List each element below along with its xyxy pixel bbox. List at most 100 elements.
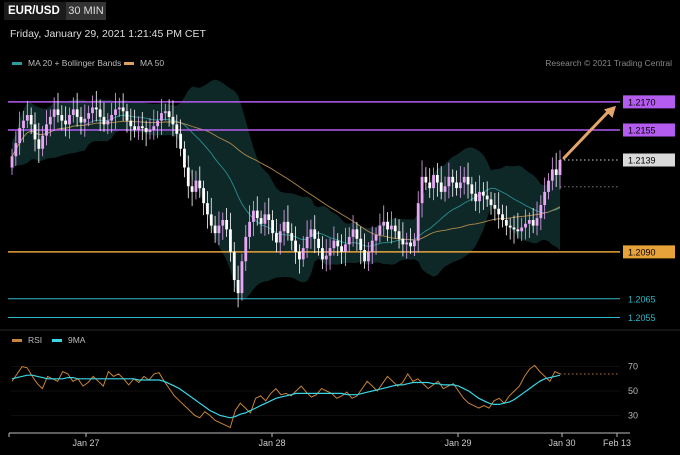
legend-ma20-bollinger: MA 20 + Bollinger Bands [12, 58, 121, 68]
candle-body [217, 225, 221, 234]
time-tick-label: Jan 29 [444, 438, 471, 448]
candle-body [363, 250, 366, 262]
interval-button[interactable]: 30 MIN [66, 2, 106, 20]
candle-body [263, 214, 267, 224]
legend-rsi-label: RSI [28, 335, 43, 345]
candle-body [18, 128, 22, 144]
candle-body [474, 193, 478, 202]
candle-body [336, 240, 340, 247]
candle-body [271, 220, 274, 234]
candle-body [98, 109, 102, 117]
candle-body [156, 120, 160, 127]
candle-body [447, 176, 451, 187]
candle-body [209, 214, 213, 226]
rsi-9ma-line [11, 374, 561, 419]
datetime-label: Friday, January 29, 2021 1:21:45 PM CET [10, 28, 206, 40]
candle-body [45, 124, 48, 136]
candle-body [206, 203, 209, 215]
candle-body [539, 205, 543, 219]
candle-body [305, 236, 309, 249]
time-tick-label: Jan 28 [258, 438, 285, 448]
candle-body [497, 208, 501, 215]
candle-body [282, 221, 286, 232]
candle-body [286, 221, 290, 234]
candle-body [543, 191, 547, 205]
candle-body [359, 238, 363, 250]
candle-body [301, 248, 305, 260]
candle-body [267, 214, 271, 220]
candle-body [386, 221, 389, 230]
candle-body [512, 227, 516, 230]
candle-body [290, 233, 294, 241]
candle-body [14, 143, 18, 157]
legend-9ma-label: 9MA [68, 335, 86, 345]
candle-body [389, 225, 393, 230]
candle-body [198, 180, 202, 189]
candle-body [524, 223, 527, 228]
candle-body [405, 242, 409, 245]
candle-body [397, 231, 401, 239]
price-label-1.2170: 1.2170 [628, 97, 656, 107]
candle-body [94, 107, 98, 110]
candle-body [183, 148, 186, 168]
candle-body [186, 167, 190, 187]
candle-body [309, 229, 313, 237]
candle-body [485, 195, 489, 200]
candle-body [420, 176, 424, 204]
candle-body [125, 111, 129, 121]
rsi-tick-30: 30 [628, 410, 638, 420]
candle-body [516, 229, 520, 232]
legend-9ma: 9MA [52, 335, 85, 345]
candle-body [140, 126, 144, 129]
price-label-bg-1.2090 [623, 245, 675, 259]
candle-body [382, 221, 386, 226]
candle-body [470, 184, 474, 194]
candle-body [347, 236, 351, 245]
candle-body [504, 220, 508, 226]
candle-body [202, 188, 206, 204]
candle-body [432, 175, 435, 189]
candle-body [133, 126, 137, 130]
candle-body [321, 248, 324, 260]
candle-body [508, 225, 512, 228]
candle-body [355, 229, 359, 239]
candle-body [313, 229, 317, 239]
time-tick-label: Jan 30 [548, 438, 575, 448]
forecast-arrow-head [604, 105, 616, 118]
candle-body [401, 238, 405, 245]
candle-body [229, 229, 232, 252]
rsi-panel: 70 50 30 [0, 329, 680, 429]
candle-body [52, 109, 56, 117]
candle-body [547, 180, 550, 192]
candle-body [137, 126, 140, 130]
candle-body [324, 255, 328, 260]
candle-body [393, 225, 397, 232]
candle-body [558, 160, 562, 175]
candle-body [225, 220, 229, 230]
legend-rsi-swatch [12, 338, 22, 342]
candle-body [451, 176, 455, 183]
candle-body [298, 251, 301, 260]
candle-body [443, 186, 447, 192]
candle-body [160, 113, 163, 121]
candle-body [102, 116, 106, 125]
candle-body [424, 176, 428, 183]
candle-body [68, 115, 71, 125]
bollinger-band-fill [12, 79, 560, 301]
candle-body [117, 107, 121, 110]
candle-body [37, 139, 41, 149]
candle-body [240, 261, 244, 294]
price-label-bg-1.2170 [623, 95, 675, 109]
legend-ma20-swatch [12, 61, 22, 65]
candle-body [428, 182, 432, 189]
rsi-tick-70: 70 [628, 362, 638, 372]
candle-body [412, 240, 416, 247]
candle-body [121, 107, 125, 112]
symbol-label[interactable]: EUR/USD [4, 2, 66, 20]
candle-body [91, 107, 94, 114]
legend-rsi: RSI [12, 335, 42, 345]
legend-ma50: MA 50 [124, 58, 164, 68]
candle-body [75, 109, 79, 117]
rsi-line [11, 364, 561, 429]
